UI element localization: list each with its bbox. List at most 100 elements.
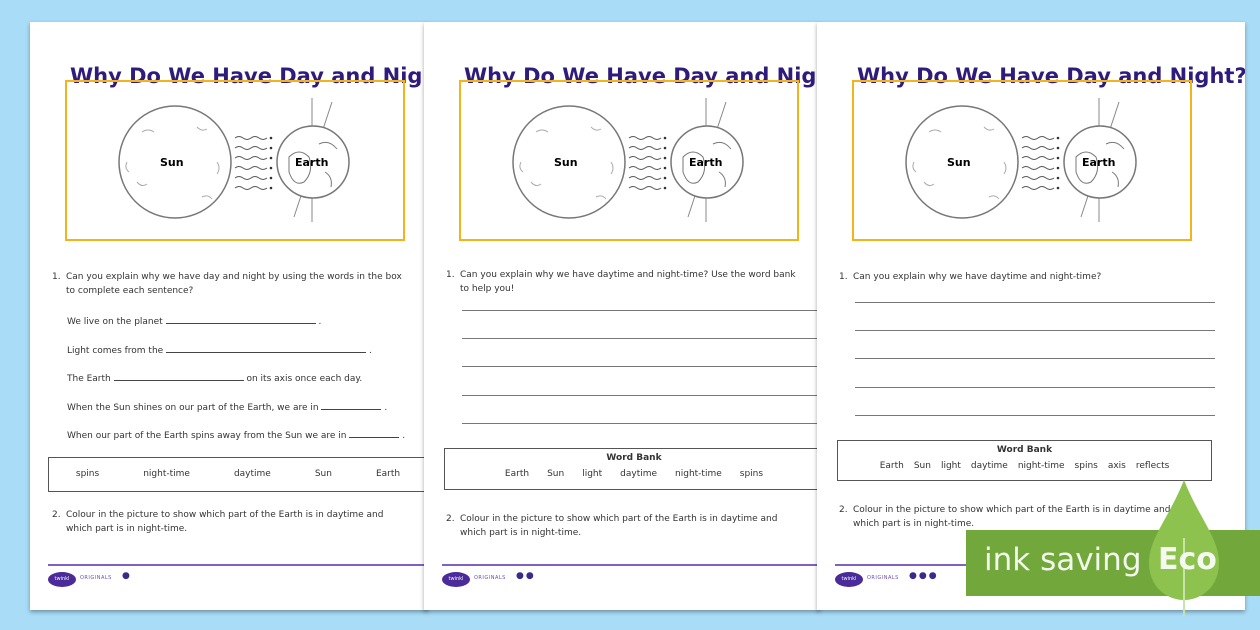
difficulty-dots: ●●● [909,571,939,581]
question-number: 1. [446,270,455,280]
word-bank-word: Earth [879,461,904,471]
word-bank-word: spins [1074,461,1098,471]
question-text: Can you explain why we have day and nigh… [66,272,402,296]
answer-blank[interactable] [349,428,400,438]
sentence-end: . [402,431,406,441]
word-bank-title: Word Bank [606,453,662,463]
worksheet-page: Why Do We Have Day and Night? Sun Earth … [424,22,820,610]
answer-line[interactable] [855,387,1215,388]
question-1: 1. Can you explain why we have daytime an… [839,270,1199,284]
word-bank-word: light [940,461,961,471]
question-text: Can you explain why we have daytime and … [460,270,796,294]
word-bank-word: Earth [504,469,530,479]
leaf-icon [1149,480,1219,616]
word-bank-word: daytime [620,469,658,479]
originals-label: ORIGINALS [474,575,506,581]
ink-saving-label: ink saving [984,542,1142,578]
worksheet-page: Why Do We Have Day and Night? Sun Earth … [30,22,428,610]
sentence-start: Light comes from the [67,345,164,356]
twinkl-logo: twinkl [835,572,863,587]
question-number: 2. [839,505,848,515]
difficulty-dots: ● [122,571,132,581]
sentence-start: When the Sun shines on our part of the E… [67,402,319,413]
sentence-end: on its axis once each day. [246,374,363,384]
answer-line[interactable] [855,330,1215,331]
fill-in-sentence: The Earth on its axis once each day. [67,371,362,384]
answer-line[interactable] [462,310,820,311]
word-bank-word: reflects [1135,461,1170,471]
question-2: 2. Colour in the picture to show which pa… [446,512,806,540]
sun-label: Sun [554,156,578,169]
answer-line[interactable] [462,338,820,339]
sun-earth-diagram: Sun Earth [459,80,799,241]
sentence-start: When our part of the Earth spins away fr… [67,431,347,441]
question-text: Colour in the picture to show which part… [66,510,384,534]
word-bank-word: night-time [143,469,190,479]
word-bank-title: Word Bank [996,445,1053,455]
sentence-end: . [318,317,322,327]
sun-drawing [118,105,232,219]
answer-line[interactable] [462,366,820,367]
answer-blank[interactable] [165,314,316,324]
word-bank-word: axis [1107,461,1126,471]
question-number: 2. [52,510,61,520]
sun-label: Sun [947,156,971,169]
fill-in-sentence: Light comes from the . [67,343,372,356]
footer-divider [442,564,820,566]
answer-blank[interactable] [166,343,367,353]
word-bank-word: night-time [675,469,722,479]
worksheet-page: Why Do We Have Day and Night? Sun Earth … [817,22,1245,610]
originals-label: ORIGINALS [867,575,899,581]
word-bank-word: spins [75,469,100,479]
question-2: 2. Colour in the picture to show which pa… [52,508,412,536]
word-bank: Word Bank Earth Sun light daytime night-time s… [444,448,820,490]
answer-line[interactable] [855,415,1215,416]
answer-line[interactable] [855,358,1215,359]
fill-in-sentence: We live on the planet . [67,314,321,327]
sun-drawing [905,105,1019,219]
page-title: Why Do We Have Day and Night? [464,64,820,88]
eco-label: Eco [1158,542,1217,577]
word-bank-word: Sun [547,469,565,479]
word-bank-word: night-time [1017,461,1065,471]
word-bank: Word Bank Earth Sun light daytime night-time s… [837,440,1212,481]
answer-blank[interactable] [321,400,382,410]
question-text: Colour in the picture to show which part… [853,505,1171,529]
footer-divider [48,564,428,566]
word-bank-word: daytime [970,461,1008,471]
question-number: 1. [52,272,61,282]
question-1: 1. Can you explain why we have daytime an… [446,268,806,296]
answer-line[interactable] [462,423,820,424]
originals-label: ORIGINALS [80,575,112,581]
question-2: 2. Colour in the picture to show which pa… [839,503,1199,531]
question-number: 1. [839,272,848,282]
difficulty-dots: ●● [516,571,536,581]
question-number: 2. [446,514,455,524]
sun-drawing [512,105,626,219]
question-text: Can you explain why we have daytime and … [853,272,1102,282]
word-bank-word: Earth [375,469,401,479]
twinkl-logo: twinkl [48,572,76,587]
answer-line[interactable] [855,302,1215,303]
question-text: Colour in the picture to show which part… [460,514,778,538]
page-title: Why Do We Have Day and Night? [857,64,1245,88]
sentence-end: . [368,345,372,356]
sentence-start: We live on the planet [67,317,163,327]
earth-label: Earth [1082,156,1116,169]
sun-earth-diagram: Sun Earth [65,80,405,241]
word-bank-word: light [582,469,603,479]
sun-label: Sun [160,156,184,169]
fill-in-sentence: When our part of the Earth spins away fr… [67,428,405,441]
word-bank: spins night-time daytime Sun Earth [48,457,428,492]
twinkl-logo: twinkl [442,572,470,587]
question-1: 1. Can you explain why we have day and ni… [52,270,412,298]
sentence-start: The Earth [67,374,111,384]
earth-label: Earth [689,156,723,169]
fill-in-sentence: When the Sun shines on our part of the E… [67,400,387,413]
sun-earth-diagram: Sun Earth [852,80,1192,241]
word-bank-word: Sun [314,469,332,479]
answer-line[interactable] [462,395,820,396]
word-bank-word: spins [739,469,764,479]
page-title: Why Do We Have Day and Night? [70,64,428,88]
answer-blank[interactable] [113,371,244,381]
